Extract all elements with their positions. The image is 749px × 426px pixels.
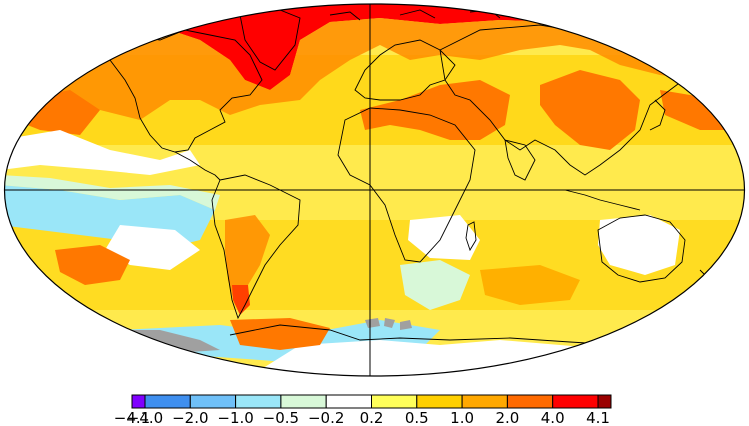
legend-tick-label: 4.0 <box>541 409 565 426</box>
coast-south-america <box>211 174 301 320</box>
legend-tick-label: 0.2 <box>360 409 384 426</box>
south-indian-white-region <box>408 215 480 260</box>
coast-australia <box>597 214 686 283</box>
coast-india <box>504 139 536 181</box>
arctic-hot-region <box>150 4 610 90</box>
color-legend: −4.1−4.0 −2.0 −1.0 −0.5 −0.2 0.2 0.5 1.0 2.0 4.0 4… <box>114 394 612 426</box>
legend-tick-label: 2.0 <box>495 409 519 426</box>
coast-madagascar <box>465 221 477 252</box>
legend-tick-label: 1.0 <box>450 409 474 426</box>
legend-swatch <box>144 394 191 409</box>
legend-swatch <box>325 394 373 409</box>
coast-indonesia <box>564 189 641 211</box>
legend-swatch <box>371 394 418 409</box>
coast-africa <box>337 107 476 263</box>
coast-japan <box>649 99 666 131</box>
central-pacific-light-cool-region <box>4 175 220 210</box>
legend-tick-labels: −4.1−4.0 −2.0 −1.0 −0.5 −0.2 0.2 0.5 1.0 2.0 4.0 4… <box>114 409 610 426</box>
legend-swatch <box>280 394 327 409</box>
legend-tick-label: −4.1 <box>114 409 150 426</box>
antarctic-peninsula-orange-region <box>230 318 330 350</box>
legend-tick-label: 4.1 <box>586 409 610 426</box>
legend-tick-label: −0.5 <box>263 409 299 426</box>
missing-data-blobs <box>365 318 412 330</box>
legend-swatch <box>552 394 599 409</box>
legend-swatches <box>131 394 612 409</box>
north-orange-belt <box>30 18 700 120</box>
grid-lines <box>4 4 745 376</box>
south-atlantic-light-cool-region <box>400 260 470 310</box>
south-america-orange-region <box>225 215 270 305</box>
legend-swatch <box>235 394 282 409</box>
coast-central-america <box>174 151 221 181</box>
south-pacific-orange-region <box>55 245 130 285</box>
tropical-neutral-band <box>4 130 200 175</box>
legend-tick-label: −2.0 <box>172 409 208 426</box>
legend-swatch <box>461 394 508 409</box>
legend-tick-label: −4.0 <box>127 409 163 426</box>
coast-north-america <box>94 29 263 153</box>
patagonia-hot-region <box>232 285 250 315</box>
legend-tick-label: −1.0 <box>217 409 253 426</box>
legend-swatch <box>189 394 237 409</box>
legend-tick-label: 0.5 <box>405 409 429 426</box>
legend-swatch <box>597 394 612 409</box>
east-pacific-white-region <box>105 225 200 270</box>
map-fill <box>4 4 745 376</box>
globe-outline <box>3 3 746 377</box>
australia-white-region <box>598 215 680 275</box>
legend-swatch <box>131 394 146 409</box>
legend-swatch <box>506 394 554 409</box>
legend-tick-label: −0.2 <box>308 409 344 426</box>
asia-orange-region <box>540 70 640 150</box>
legend-swatch <box>416 394 463 409</box>
anomaly-map <box>3 3 746 377</box>
indian-ocean-orange-region <box>480 265 580 305</box>
coast-europe <box>354 39 456 101</box>
middle-east-orange-region <box>360 80 510 140</box>
